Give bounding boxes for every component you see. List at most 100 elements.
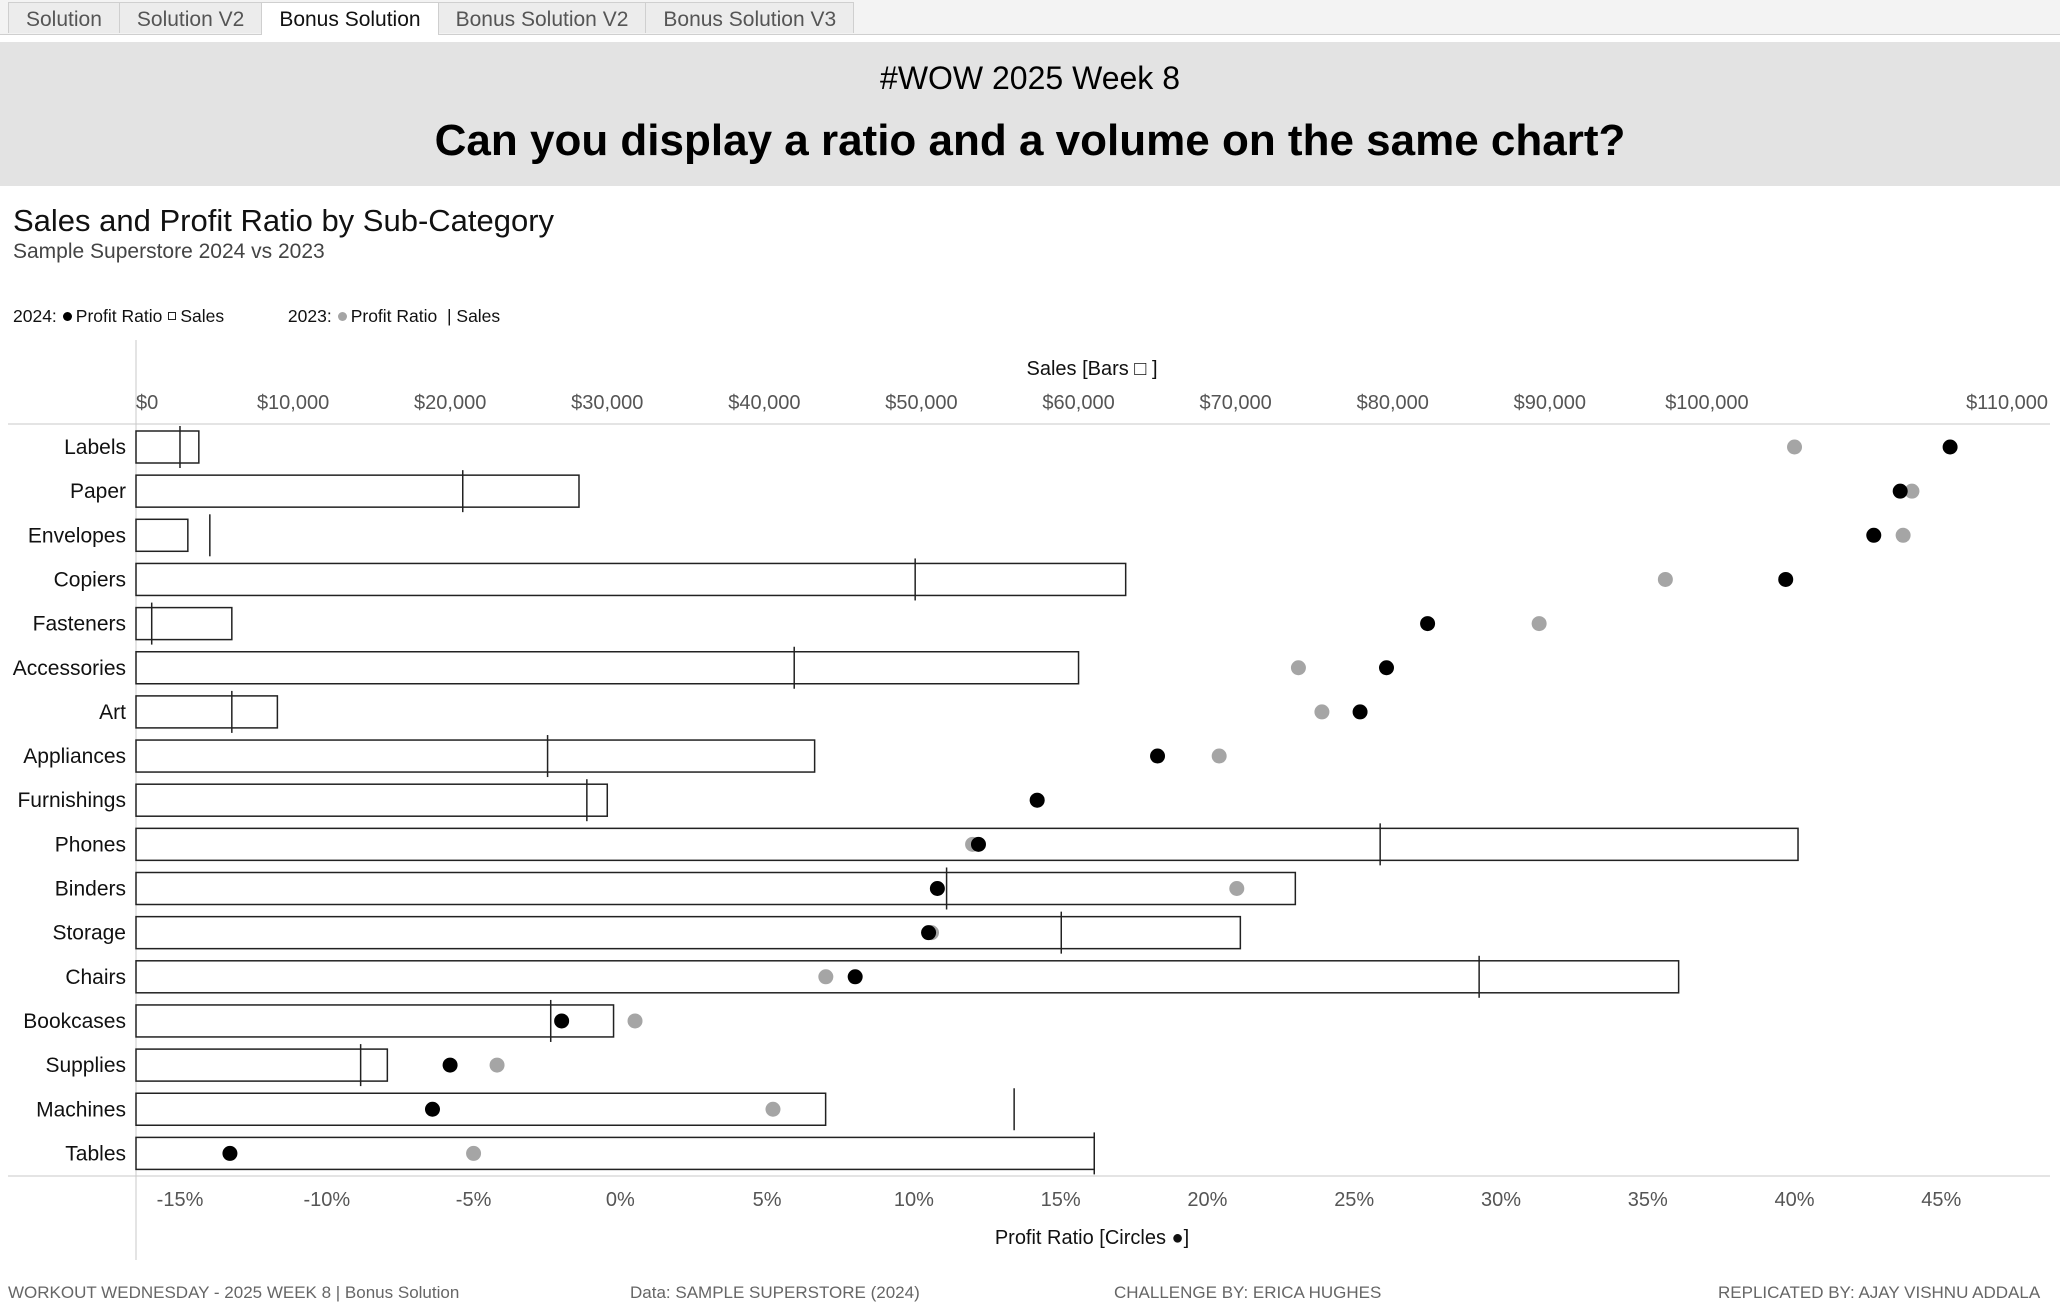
chart-legend: 2024: Profit Ratio Sales 2023: Profit Ratio… [13,305,500,327]
category-label: Copiers [54,568,126,591]
tab-bar: Solution Solution V2 Bonus Solution Bonu… [0,0,2060,35]
tab-bonus-solution-v3[interactable]: Bonus Solution V3 [645,2,855,33]
top-axis-tick-label: $30,000 [571,392,643,414]
category-label: Tables [65,1142,126,1165]
top-axis-tick-label: $60,000 [1042,392,1114,414]
profit-ratio-2024-point [921,925,937,941]
category-label: Machines [36,1098,126,1121]
chart-title: Sales and Profit Ratio by Sub-Category [13,203,555,238]
sales-2024-bar [135,606,233,641]
category-label: Art [99,701,126,724]
bottom-axis-tick-label: 25% [1334,1189,1374,1211]
profit-ratio-2024-point [554,1013,570,1029]
bottom-axis-tick-label: 20% [1187,1189,1227,1211]
profit-ratio-2024-point [1150,748,1166,764]
profit-ratio-2023-point [489,1057,505,1073]
tab-solution[interactable]: Solution [8,2,120,33]
bottom-axis-tick-label: 45% [1921,1189,1961,1211]
category-label: Binders [55,878,126,901]
category-label: Supplies [45,1054,126,1077]
sales-2024-bar [135,1092,827,1126]
profit-ratio-2023-point [1229,881,1245,896]
bottom-axis-tick-label: 15% [1041,1189,1081,1211]
profit-ratio-2024-point [1420,616,1436,632]
bottom-axis-tick-label: -15% [157,1189,204,1211]
tab-bonus-solution-v2[interactable]: Bonus Solution V2 [437,2,647,33]
profit-ratio-2024-point [1378,660,1394,676]
top-axis-tick-label: $110,000 [1966,392,2048,414]
category-label: Fasteners [33,613,126,636]
bottom-axis-tick-label: 40% [1775,1189,1815,1211]
top-axis-tick-label: $10,000 [257,392,329,414]
profit-ratio-2023-point [466,1145,482,1161]
sales-2024-bar [135,562,1127,597]
profit-ratio-2023-point [1787,439,1803,455]
top-axis-tick-label: $50,000 [885,392,957,414]
legend-2024-profit-ratio: Profit Ratio [75,305,163,326]
legend-2024-sales: Sales [180,305,225,326]
category-label: Paper [70,480,126,503]
category-label: Chairs [65,966,126,989]
sales-2024-bar [135,651,1080,685]
square-outline-icon [168,312,177,321]
top-axis-tick-label: $40,000 [728,392,800,414]
banner-title: Can you display a ratio and a volume on … [434,116,1626,165]
tab-list: Solution Solution V2 Bonus Solution Bonu… [8,2,855,35]
bottom-axis-tick-label: 5% [753,1189,782,1211]
profit-ratio-2024-point [970,836,986,852]
category-label: Bookcases [23,1010,126,1033]
bottom-axis-tick-label: 0% [606,1189,635,1211]
profit-ratio-2024-point [1892,483,1908,499]
bottom-axis-tick-label: 35% [1628,1189,1668,1211]
sales-profit-ratio-chart: Sales [Bars □ ] $0 $10,000 $20,000 $30,000 $4… [8,340,2050,1260]
top-axis-tick-label: $70,000 [1199,392,1271,414]
profit-ratio-2024-point [929,881,945,896]
sales-2024-bar [135,695,279,729]
category-label: Accessories [13,657,126,680]
profit-ratio-2024-point [424,1101,440,1117]
top-axis-tick-label: $80,000 [1357,392,1429,414]
profit-ratio-2024-point [1778,571,1794,587]
profit-ratio-2024-point [1029,792,1045,808]
bottom-axis-tick-label: 10% [894,1189,934,1211]
profit-ratio-2023-point [1895,527,1911,543]
profit-ratio-2023-point [1211,748,1227,764]
profit-ratio-2023-point [765,1101,781,1117]
footer-replicated: REPLICATED BY: AJAY VISHNU ADDALA [1718,1283,2041,1302]
header-banner: #WOW 2025 Week 8 Can you display a ratio… [0,42,2060,186]
profit-ratio-2023-point [627,1013,643,1029]
category-label: Appliances [23,745,126,768]
category-label: Storage [52,922,126,945]
tab-bonus-solution[interactable]: Bonus Solution [261,2,439,35]
footer-challenge: CHALLENGE BY: ERICA HUGHES [1114,1283,1382,1302]
sales-2024-bar [135,1136,1096,1171]
profit-ratio-2024-point [222,1145,238,1161]
legend-2023-profit-ratio: Profit Ratio [350,305,438,326]
sales-2024-bar [135,518,189,553]
tab-solution-v2[interactable]: Solution V2 [118,2,263,33]
legend-2024-label: 2024: [13,305,57,326]
top-axis-tick-label: $90,000 [1514,392,1586,414]
sales-2024-bar [135,871,1297,906]
black-dot-icon [62,311,72,321]
category-label: Envelopes [28,524,126,547]
sales-2024-bar [135,915,1242,950]
sales-2024-bar [135,430,200,464]
profit-ratio-2023-point [1531,616,1547,632]
bottom-axis-tick-label: -5% [456,1189,492,1211]
profit-ratio-2024-point [1942,439,1958,455]
sales-2024-bar [135,739,816,773]
profit-ratio-2024-point [847,969,863,985]
top-axis-tick-label: $0 [136,392,158,414]
profit-ratio-2023-point [818,969,834,985]
legend-2023-sales: | Sales [446,305,501,326]
gray-dot-icon [337,311,347,321]
category-label: Phones [55,833,126,856]
sales-2024-bar [135,1004,615,1038]
top-axis-tick-label: $20,000 [414,392,486,414]
profit-ratio-2024-point [1352,704,1368,720]
footer-workout: WORKOUT WEDNESDAY - 2025 WEEK 8 | Bonus … [8,1283,460,1302]
sales-2024-bar [135,474,580,508]
profit-ratio-2023-point [1657,571,1673,587]
sales-2024-bar [135,1048,389,1082]
